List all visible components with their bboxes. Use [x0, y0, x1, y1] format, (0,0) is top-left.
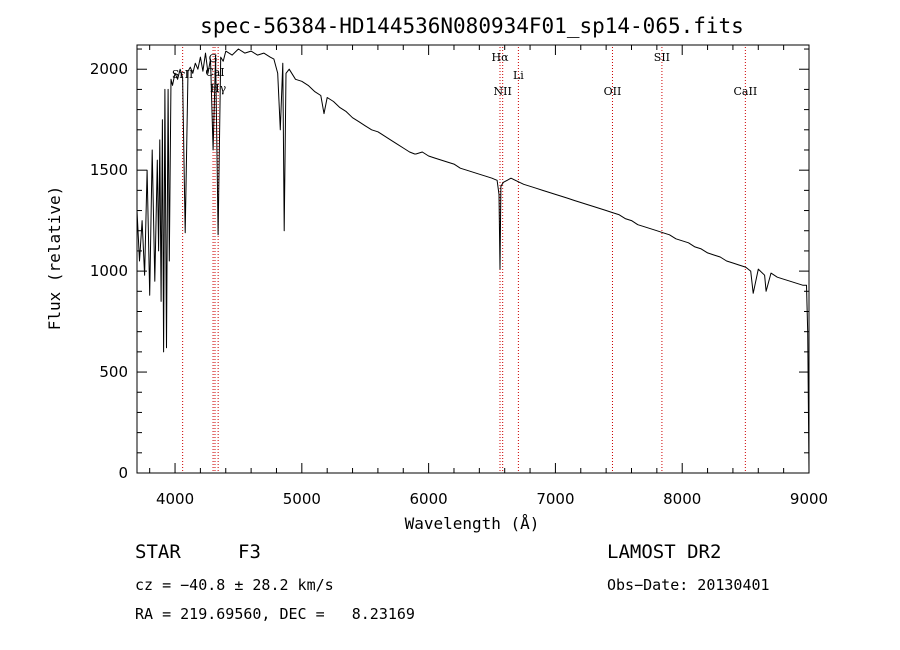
y-tick-label: 2000	[90, 60, 128, 78]
y-axis-ticks: 0 500 1000 1500 2000	[90, 48, 809, 482]
x-tick-label: 6000	[410, 490, 448, 508]
spectrum-line	[136, 48, 810, 474]
y-axis-label: Flux (relative)	[45, 186, 64, 331]
reference-line-label: Hγ	[210, 82, 227, 95]
chart-title: spec-56384-HD144536N080934F01_sp14-065.f…	[200, 14, 744, 38]
y-tick-label: 0	[118, 464, 128, 482]
y-tick-label: 500	[99, 363, 128, 381]
velocity-readout: cz = −40.8 ± 28.2 km/s	[135, 576, 334, 594]
reference-line-label: SII	[654, 51, 670, 64]
x-axis-ticks: 4000 5000 6000 7000 8000 9000	[149, 45, 828, 508]
reference-line-label: G	[209, 52, 218, 65]
survey-name: LAMOST DR2	[607, 541, 722, 563]
x-tick-label: 4000	[156, 490, 194, 508]
reference-line-label: NII	[494, 85, 512, 98]
obs-date: Obs−Date: 20130401	[607, 576, 770, 594]
reference-line-label: CaII	[734, 85, 758, 98]
plot-frame	[136, 44, 810, 474]
series-group	[136, 48, 810, 474]
x-tick-label: 5000	[283, 490, 321, 508]
y-tick-label: 1000	[90, 262, 128, 280]
x-axis-label: Wavelength (Å)	[405, 514, 540, 533]
x-tick-label: 9000	[790, 490, 828, 508]
reference-lines	[182, 47, 746, 472]
x-tick-label: 8000	[663, 490, 701, 508]
coordinates-readout: RA = 219.69560, DEC = 8.23169	[135, 605, 415, 623]
spectral-class: F3	[238, 541, 261, 563]
y-tick-label: 1500	[90, 161, 128, 179]
object-type: STAR	[135, 541, 181, 563]
reference-line-label: Li	[513, 69, 524, 82]
reference-line-label: OII	[604, 85, 622, 98]
x-tick-label: 7000	[536, 490, 574, 508]
reference-line-label: Hα	[491, 51, 509, 64]
